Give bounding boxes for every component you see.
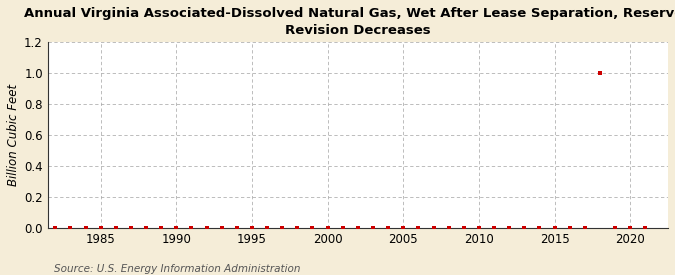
Text: Source: U.S. Energy Information Administration: Source: U.S. Energy Information Administ… [54, 264, 300, 274]
Y-axis label: Billion Cubic Feet: Billion Cubic Feet [7, 84, 20, 186]
Title: Annual Virginia Associated-Dissolved Natural Gas, Wet After Lease Separation, Re: Annual Virginia Associated-Dissolved Nat… [24, 7, 675, 37]
